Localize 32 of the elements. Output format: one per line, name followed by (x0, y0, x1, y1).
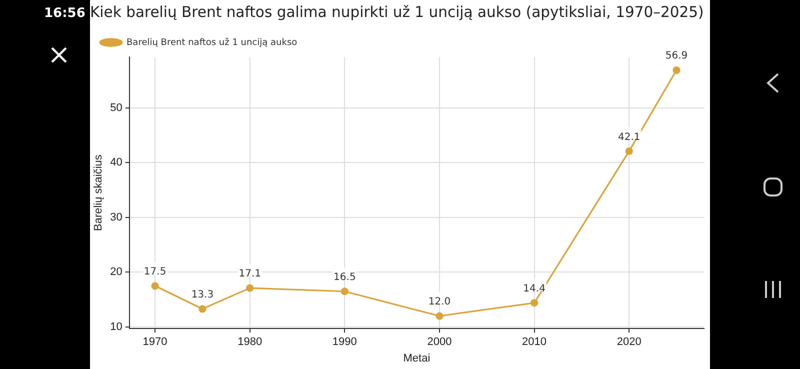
text: 16:56 (44, 6, 86, 21)
x-tick-label: 1970 (142, 336, 168, 348)
y-tick-label: 30 (110, 211, 122, 224)
data-label: 14.4 (523, 283, 546, 294)
point (530, 299, 538, 307)
x-axis-title: Metai (403, 352, 430, 364)
point (246, 284, 254, 292)
data-label: 17.1 (238, 268, 261, 280)
x-tick-label: 2010 (522, 336, 547, 348)
x-tick-label: 1990 (332, 336, 357, 348)
point (198, 305, 206, 313)
point (625, 147, 633, 155)
data-label: 12.0 (428, 296, 451, 308)
y-tick-label: 50 (110, 102, 122, 114)
y-axis-title: Barelių skaičius (92, 154, 105, 232)
x-tick-label: 2020 (616, 336, 642, 348)
data-label: 42.1 (618, 132, 640, 143)
x-tick-label: 1980 (238, 336, 262, 348)
y-tick-label: 10 (110, 320, 122, 333)
point (151, 282, 159, 290)
data-label: 17.5 (144, 266, 166, 278)
chart-title: Kiek barelių Brent naftos galima nupirkti už 1 unciją aukso (apytiksliai, 1970–2025) (90, 2, 704, 21)
point (436, 312, 444, 320)
data-label: 16.5 (334, 272, 356, 283)
data-label: 13.3 (191, 289, 214, 300)
data-label: 56.9 (665, 50, 688, 62)
legend-label: Barelių Brent naftos už 1 unciją aukso (126, 36, 298, 48)
point (340, 288, 348, 296)
point (672, 66, 680, 74)
y-tick-label: 20 (110, 266, 122, 278)
y-tick-label: 40 (110, 156, 122, 169)
x-tick-label: 2000 (427, 336, 452, 348)
